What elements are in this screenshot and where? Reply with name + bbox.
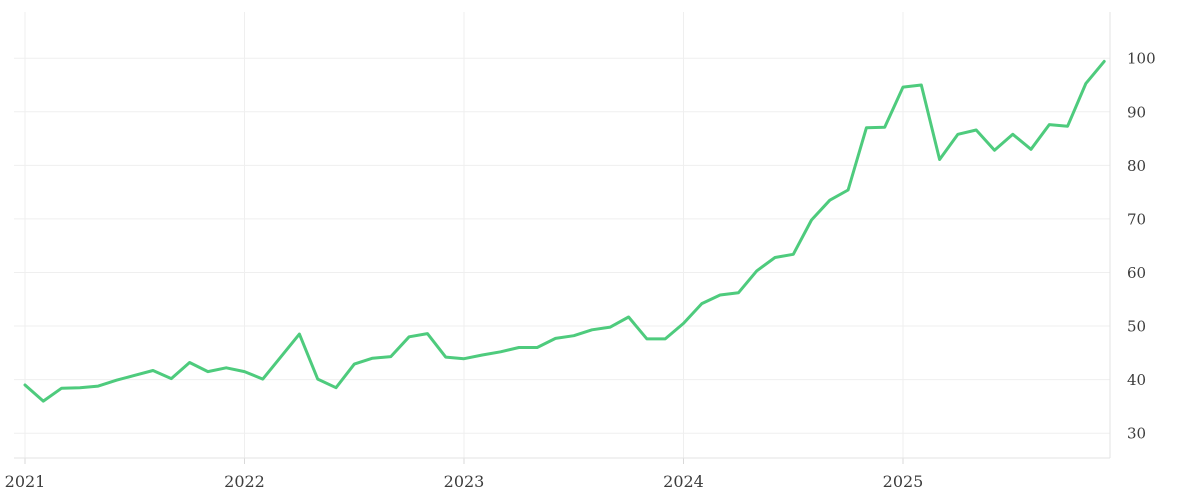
y-tick-label-60: 60 — [1127, 264, 1146, 282]
y-tick-label-80: 80 — [1127, 157, 1146, 175]
series-line — [23, 59, 1106, 403]
y-tick-label-100: 100 — [1127, 50, 1156, 68]
y-tick-label-90: 90 — [1127, 103, 1146, 121]
x-tick-label-2022: 2022 — [224, 472, 265, 491]
y-tick-label-40: 40 — [1127, 371, 1146, 389]
y-tick-label-30: 30 — [1127, 425, 1146, 443]
x-tick-label-2021: 2021 — [5, 472, 46, 491]
x-tick-label-2023: 2023 — [444, 472, 485, 491]
x-tick-label-2024: 2024 — [663, 472, 704, 491]
y-tick-label-70: 70 — [1127, 210, 1146, 228]
x-tick-label-2025: 2025 — [883, 472, 924, 491]
y-tick-label-50: 50 — [1127, 318, 1146, 336]
